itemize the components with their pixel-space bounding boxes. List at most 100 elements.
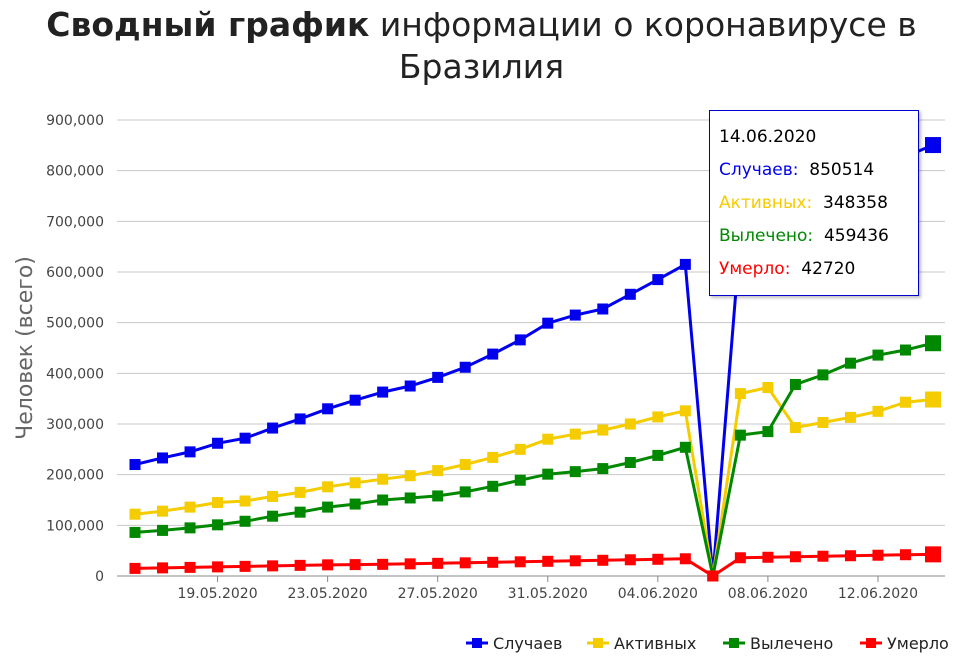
data-point[interactable] [762, 382, 774, 394]
data-point[interactable] [542, 433, 554, 445]
data-point[interactable] [652, 553, 664, 565]
data-point[interactable] [212, 437, 224, 449]
data-point[interactable] [459, 557, 471, 569]
data-point[interactable] [844, 411, 856, 423]
data-point[interactable] [349, 559, 361, 571]
data-point[interactable] [679, 405, 691, 417]
data-point[interactable] [652, 411, 664, 423]
data-point[interactable] [212, 561, 224, 573]
data-point[interactable] [542, 555, 554, 567]
data-point[interactable] [267, 560, 279, 572]
data-point[interactable] [377, 558, 389, 570]
data-point[interactable] [707, 570, 719, 582]
data-point[interactable] [294, 486, 306, 498]
data-point[interactable] [239, 515, 251, 527]
data-point[interactable] [899, 549, 911, 561]
data-point[interactable] [569, 555, 581, 567]
data-point[interactable] [157, 505, 169, 517]
data-point[interactable] [129, 459, 141, 471]
data-point[interactable] [184, 446, 196, 458]
legend-item[interactable]: Вылечено [723, 634, 833, 653]
data-point[interactable] [459, 459, 471, 471]
data-point[interactable] [514, 334, 526, 346]
data-point[interactable] [817, 416, 829, 428]
data-point[interactable] [377, 473, 389, 485]
data-point[interactable] [569, 466, 581, 478]
data-point[interactable] [404, 380, 416, 392]
data-point[interactable] [432, 465, 444, 477]
data-point[interactable] [404, 492, 416, 504]
data-point[interactable] [184, 501, 196, 513]
data-point[interactable] [925, 335, 941, 352]
data-point[interactable] [294, 413, 306, 425]
data-point[interactable] [872, 549, 884, 561]
data-point[interactable] [487, 480, 499, 492]
data-point[interactable] [872, 405, 884, 417]
data-point[interactable] [817, 550, 829, 562]
data-point[interactable] [349, 477, 361, 489]
data-point[interactable] [542, 468, 554, 480]
data-point[interactable] [487, 556, 499, 568]
data-point[interactable] [624, 418, 636, 430]
data-point[interactable] [404, 470, 416, 482]
data-point[interactable] [652, 449, 664, 461]
data-point[interactable] [624, 288, 636, 300]
data-point[interactable] [349, 498, 361, 510]
data-point[interactable] [157, 562, 169, 574]
data-point[interactable] [377, 386, 389, 398]
data-point[interactable] [322, 559, 334, 571]
data-point[interactable] [817, 369, 829, 381]
data-point[interactable] [239, 432, 251, 444]
data-point[interactable] [239, 560, 251, 572]
legend-item[interactable]: Умерло [860, 634, 949, 653]
data-point[interactable] [294, 506, 306, 518]
data-point[interactable] [432, 490, 444, 502]
data-point[interactable] [157, 452, 169, 464]
data-point[interactable] [679, 553, 691, 565]
data-point[interactable] [734, 388, 746, 400]
data-point[interactable] [925, 546, 941, 563]
data-point[interactable] [789, 551, 801, 563]
data-point[interactable] [679, 258, 691, 270]
data-point[interactable] [899, 344, 911, 356]
data-point[interactable] [349, 394, 361, 406]
data-point[interactable] [542, 317, 554, 329]
data-point[interactable] [157, 524, 169, 536]
data-point[interactable] [267, 490, 279, 502]
data-point[interactable] [184, 561, 196, 573]
data-point[interactable] [377, 494, 389, 506]
data-point[interactable] [129, 562, 141, 574]
data-point[interactable] [762, 426, 774, 438]
data-point[interactable] [267, 510, 279, 522]
data-point[interactable] [322, 481, 334, 493]
data-point[interactable] [734, 552, 746, 564]
data-point[interactable] [212, 497, 224, 509]
data-point[interactable] [514, 443, 526, 455]
data-point[interactable] [762, 551, 774, 563]
data-point[interactable] [514, 556, 526, 568]
data-point[interactable] [239, 495, 251, 507]
data-point[interactable] [294, 559, 306, 571]
data-point[interactable] [624, 554, 636, 566]
data-point[interactable] [569, 428, 581, 440]
data-point[interactable] [322, 403, 334, 415]
data-point[interactable] [872, 349, 884, 361]
data-point[interactable] [789, 378, 801, 390]
data-point[interactable] [459, 361, 471, 373]
data-point[interactable] [844, 550, 856, 562]
data-point[interactable] [597, 424, 609, 436]
data-point[interactable] [432, 371, 444, 383]
data-point[interactable] [432, 557, 444, 569]
data-point[interactable] [597, 554, 609, 566]
data-point[interactable] [925, 137, 941, 154]
data-point[interactable] [322, 501, 334, 513]
data-point[interactable] [569, 309, 581, 321]
data-point[interactable] [844, 357, 856, 369]
data-point[interactable] [404, 558, 416, 570]
data-point[interactable] [487, 451, 499, 463]
legend-item[interactable]: Активных [587, 634, 696, 653]
data-point[interactable] [129, 526, 141, 538]
data-point[interactable] [679, 441, 691, 453]
data-point[interactable] [459, 486, 471, 498]
data-point[interactable] [514, 474, 526, 486]
